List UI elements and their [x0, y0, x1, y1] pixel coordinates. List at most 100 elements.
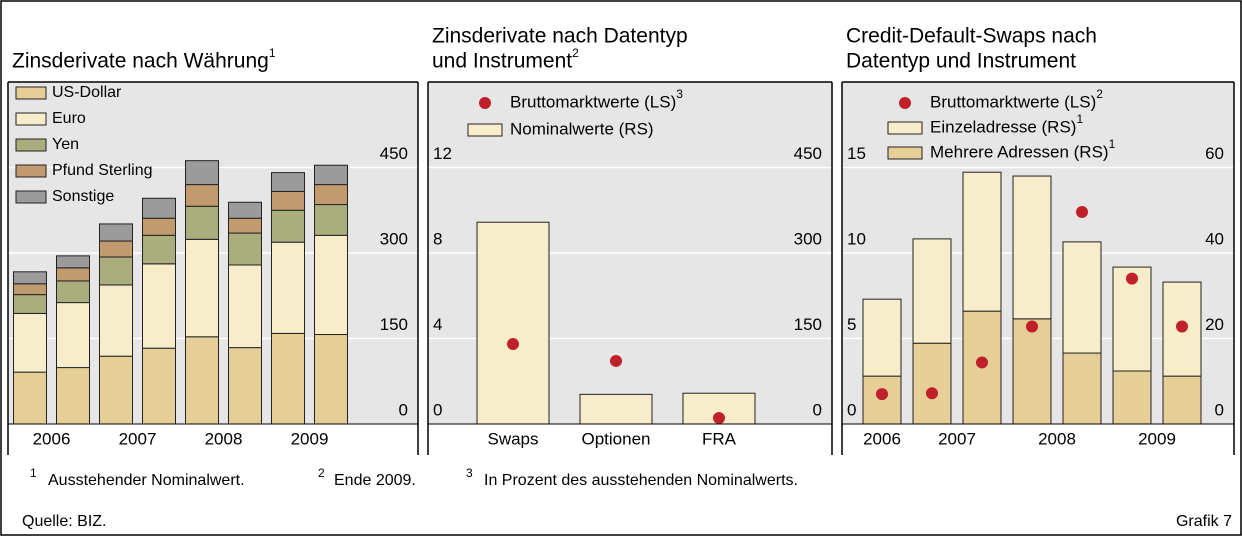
bar	[1062, 241, 1102, 354]
bar	[13, 271, 47, 285]
panel-title: Datentyp und Instrument	[846, 50, 1076, 73]
bar	[185, 184, 219, 207]
dot	[1026, 320, 1038, 333]
bar	[142, 217, 176, 236]
y-tick-label: 0	[399, 400, 408, 419]
legend-swatch	[15, 86, 47, 100]
panel-title: und Instrument2	[432, 46, 579, 72]
bar	[1112, 370, 1152, 425]
y-tick-label: 150	[380, 315, 408, 334]
bar	[476, 221, 550, 425]
x-tick-label: 2006	[863, 429, 901, 448]
bar	[271, 172, 305, 192]
bar	[185, 238, 219, 338]
bar	[99, 284, 133, 357]
bar	[99, 256, 133, 286]
bar	[1062, 352, 1102, 425]
y-tick-label: 5	[847, 315, 856, 334]
bar	[13, 283, 47, 296]
y-tick-label: 15	[847, 144, 866, 163]
y2-tick-label: 450	[794, 144, 822, 163]
bar	[579, 393, 653, 425]
y-tick-label: 12	[433, 144, 452, 163]
footnote-text: Ausstehender Nominalwert.	[48, 472, 245, 489]
footnote-text: Ende 2009.	[334, 472, 416, 489]
bar	[142, 347, 176, 425]
legend-swatch	[467, 123, 503, 137]
x-tick-label: Swaps	[487, 429, 538, 448]
bar	[962, 171, 1002, 312]
bar	[185, 336, 219, 425]
y2-tick-label: 40	[1205, 229, 1224, 248]
bar	[314, 334, 348, 425]
legend-note: 3	[676, 87, 683, 101]
bar	[13, 294, 47, 314]
bar	[271, 241, 305, 334]
legend-swatch	[887, 121, 923, 135]
bar	[228, 201, 262, 219]
dot	[1076, 205, 1088, 218]
bar	[228, 347, 262, 425]
bar	[142, 263, 176, 349]
footnote-mark: 1	[30, 466, 37, 480]
bar	[56, 302, 90, 369]
dot	[1176, 320, 1188, 333]
bar	[912, 342, 952, 425]
title-note: 1	[269, 46, 276, 60]
legend-label: Euro	[52, 110, 86, 127]
x-tick-label: 2007	[938, 429, 976, 448]
x-tick-label: Optionen	[582, 429, 651, 448]
bar	[142, 197, 176, 219]
y-tick-label: 0	[847, 400, 856, 419]
x-tick-label: 2009	[291, 429, 329, 448]
x-tick-label: 2006	[33, 429, 71, 448]
dot	[976, 356, 988, 369]
bar	[56, 280, 90, 304]
y-tick-label: 4	[433, 315, 442, 334]
legend-label: Pfund Sterling	[52, 162, 153, 179]
title-note: 2	[572, 46, 579, 60]
y-tick-label: 10	[847, 229, 866, 248]
bar	[1012, 318, 1052, 425]
y2-tick-label: 0	[813, 400, 822, 419]
bar	[271, 190, 305, 211]
legend-label: Yen	[52, 136, 79, 153]
legend-swatch	[15, 138, 47, 152]
legend-label: Nominalwerte (RS)	[510, 119, 654, 138]
bar	[912, 238, 952, 344]
bar	[271, 332, 305, 425]
dot	[507, 338, 519, 351]
dot	[610, 354, 622, 367]
x-tick-label: 2008	[205, 429, 243, 448]
bar	[13, 312, 47, 373]
y2-tick-label: 150	[794, 315, 822, 334]
legend-swatch	[15, 190, 47, 204]
x-tick-label: 2007	[119, 429, 157, 448]
legend-dot	[899, 97, 911, 109]
panel-title: Zinsderivate nach Datentyp	[432, 25, 688, 48]
bar	[228, 264, 262, 349]
footnote-mark: 2	[318, 466, 325, 480]
legend-swatch	[887, 146, 923, 160]
legend-note: 2	[1096, 87, 1103, 101]
bar	[314, 164, 348, 186]
y-tick-label: 300	[380, 229, 408, 248]
bar	[99, 240, 133, 258]
bar	[185, 205, 219, 240]
legend-swatch	[15, 112, 47, 126]
dot	[926, 387, 938, 400]
y2-tick-label: 60	[1205, 144, 1224, 163]
bar	[271, 209, 305, 243]
legend-note: 1	[1109, 137, 1116, 151]
legend-note: 1	[1076, 112, 1083, 126]
source: Quelle: BIZ.	[22, 513, 106, 530]
x-tick-label: 2008	[1038, 429, 1076, 448]
bar	[13, 371, 47, 425]
y2-tick-label: 0	[1215, 400, 1224, 419]
dot	[1126, 272, 1138, 285]
bar	[142, 234, 176, 265]
legend-dot	[479, 97, 491, 109]
bar	[56, 255, 90, 269]
bar	[314, 204, 348, 236]
